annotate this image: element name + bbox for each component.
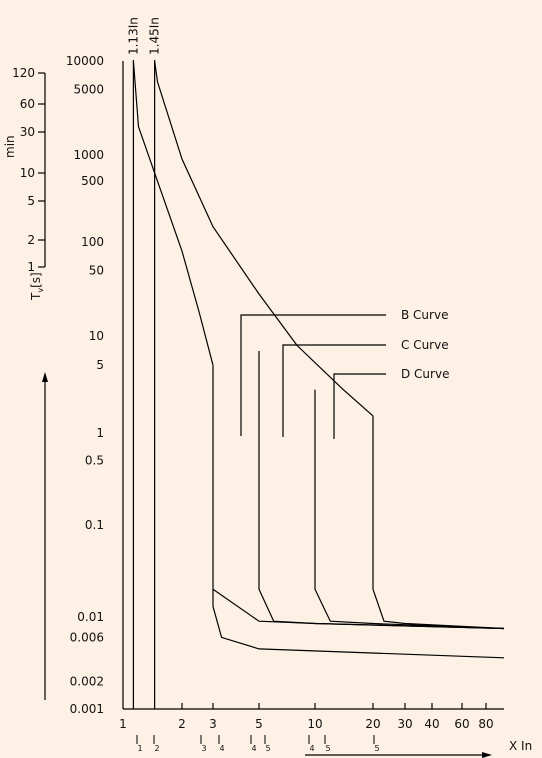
sub-scale-label: 5 xyxy=(265,744,270,753)
minutes-tick-label: 5 xyxy=(27,194,35,208)
minutes-axis-title: min xyxy=(3,135,17,158)
sub-scale-label: 2 xyxy=(154,744,159,753)
sub-scale-label: 5 xyxy=(374,744,379,753)
sub-scale-label: 1 xyxy=(137,744,142,753)
y-direction-arrowhead xyxy=(42,372,48,382)
sub-scale-label: 3 xyxy=(201,744,206,753)
y-tick-label: 0.01 xyxy=(77,610,104,624)
minutes-tick-label: 10 xyxy=(20,166,35,180)
y-tick-label: 10 xyxy=(89,329,104,343)
data-curves xyxy=(132,60,505,659)
magnetic-trip-curve xyxy=(372,415,505,630)
axes: 10000 5000 1000 500 100 50 10 5 1 0.5 0.1 0.01 0.006… xyxy=(12,54,504,758)
minutes-tick-label: 120 xyxy=(12,66,35,80)
x-tick-label: 20 xyxy=(365,717,380,731)
y-tick-label: 0.5 xyxy=(85,454,104,468)
x-axis-title: X In xyxy=(509,739,532,753)
thermal-trip-curve xyxy=(154,60,374,417)
marker-label: 1.45In xyxy=(148,17,162,55)
minutes-tick-label: 2 xyxy=(27,233,35,247)
magnetic-trip-curve xyxy=(258,351,505,630)
sub-scale-label: 4 xyxy=(309,744,314,753)
y-tick-label: 100 xyxy=(81,235,104,249)
x-tick-label: 60 xyxy=(454,717,469,731)
marker-label: 1.13In xyxy=(126,17,140,55)
y-tick-label: 1 xyxy=(96,426,104,440)
minutes-tick-label: 30 xyxy=(20,125,35,139)
x-tick-label: 40 xyxy=(424,717,439,731)
y-tick-label: 10000 xyxy=(66,54,104,68)
curve-callout-label: C Curve xyxy=(401,338,449,352)
y-tick-label: 50 xyxy=(89,263,104,277)
axis-labels: Tv[s] min X In xyxy=(3,135,532,753)
x-tick-label: 5 xyxy=(255,717,263,731)
sub-scale-label: 4 xyxy=(219,744,224,753)
x-tick-label: 30 xyxy=(397,717,412,731)
magnetic-trip-curve xyxy=(212,365,505,659)
minutes-tick-label: 1 xyxy=(27,260,35,274)
thermal-trip-curve xyxy=(132,60,214,366)
grid-lines: 1.13In 1.45In xyxy=(126,17,162,709)
x-tick-label: 10 xyxy=(307,717,322,731)
curve-callout-line xyxy=(333,373,386,439)
x-tick-label: 3 xyxy=(209,717,217,731)
y-axis-title: Tv[s] xyxy=(29,272,45,301)
x-direction-arrowhead xyxy=(482,752,492,758)
sub-scale-label: 4 xyxy=(251,744,256,753)
y-tick-label: 5000 xyxy=(73,82,104,96)
x-tick-label: 1 xyxy=(119,717,127,731)
curve-callout-label: D Curve xyxy=(401,367,449,381)
y-tick-label: 5 xyxy=(96,358,104,372)
y-tick-label: 1000 xyxy=(73,148,104,162)
curve-callout-line xyxy=(240,314,386,436)
magnetic-trip-curve xyxy=(314,389,505,630)
curve-callouts: B Curve C Curve D Curve xyxy=(240,308,449,439)
y-tick-label: 500 xyxy=(81,174,104,188)
minutes-tick-label: 60 xyxy=(20,97,35,111)
y-tick-label: 0.002 xyxy=(70,674,104,688)
sub-scale-label: 5 xyxy=(325,744,330,753)
y-tick-label: 0.1 xyxy=(85,518,104,532)
curve-callout-line xyxy=(282,344,386,437)
x-tick-label: 2 xyxy=(178,717,186,731)
curve-callout-label: B Curve xyxy=(401,308,448,322)
x-tick-label: 80 xyxy=(478,717,493,731)
y-tick-label: 0.001 xyxy=(70,702,104,716)
y-tick-label: 0.006 xyxy=(70,630,104,644)
